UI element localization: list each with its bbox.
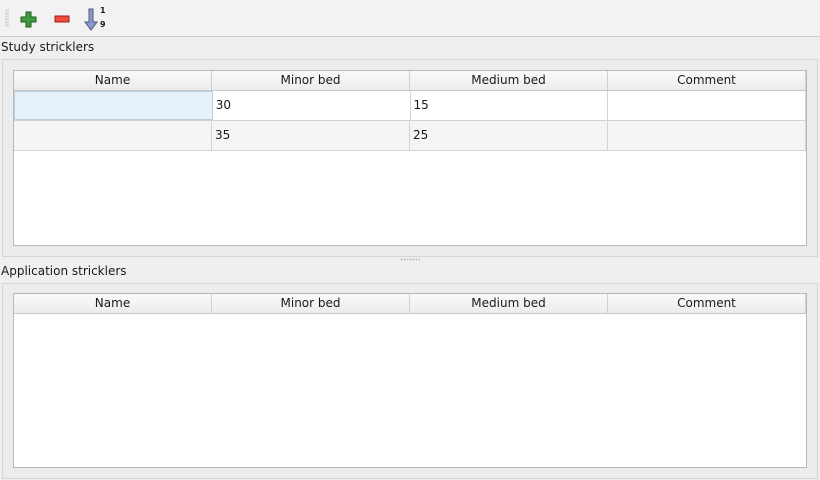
sort-ascending-icon — [84, 8, 98, 31]
column-header-minor-bed[interactable]: Minor bed — [212, 294, 410, 313]
cell-minor-bed[interactable]: 30 — [213, 91, 411, 120]
add-row-button[interactable] — [18, 8, 40, 30]
table-header: Name Minor bed Medium bed Comment — [14, 294, 806, 314]
column-header-comment[interactable]: Comment — [608, 71, 806, 90]
cell-medium-bed[interactable]: 25 — [410, 121, 608, 150]
sort-digit-top: 1 — [100, 6, 106, 15]
table-row[interactable]: 30 15 — [14, 91, 806, 121]
application-table[interactable]: Name Minor bed Medium bed Comment — [13, 293, 807, 468]
splitter-handle[interactable] — [400, 258, 420, 261]
column-header-minor-bed[interactable]: Minor bed — [212, 71, 410, 90]
toolbar-grip[interactable] — [5, 9, 9, 27]
application-section-title: Application stricklers — [1, 264, 127, 278]
cell-comment[interactable] — [608, 91, 806, 120]
column-header-name[interactable]: Name — [14, 294, 212, 313]
study-table[interactable]: Name Minor bed Medium bed Comment 30 15 … — [13, 70, 807, 246]
column-header-comment[interactable]: Comment — [608, 294, 806, 313]
column-header-medium-bed[interactable]: Medium bed — [410, 294, 608, 313]
sort-button[interactable]: 1 9 — [84, 6, 106, 31]
column-header-medium-bed[interactable]: Medium bed — [410, 71, 608, 90]
study-section-title: Study stricklers — [1, 40, 95, 54]
cell-medium-bed[interactable]: 15 — [411, 91, 609, 120]
cell-comment[interactable] — [608, 121, 806, 150]
table-row[interactable]: 35 25 — [14, 121, 806, 151]
cell-name[interactable] — [14, 121, 212, 150]
cell-name[interactable] — [14, 91, 213, 120]
minus-icon — [54, 15, 70, 23]
study-group: Name Minor bed Medium bed Comment 30 15 … — [2, 59, 818, 257]
remove-row-button[interactable] — [51, 8, 73, 30]
application-group: Name Minor bed Medium bed Comment — [2, 283, 818, 479]
toolbar: 1 9 — [0, 0, 820, 37]
column-header-name[interactable]: Name — [14, 71, 212, 90]
plus-icon — [20, 11, 37, 28]
sort-digit-bottom: 9 — [100, 20, 106, 29]
table-header: Name Minor bed Medium bed Comment — [14, 71, 806, 91]
cell-minor-bed[interactable]: 35 — [212, 121, 410, 150]
